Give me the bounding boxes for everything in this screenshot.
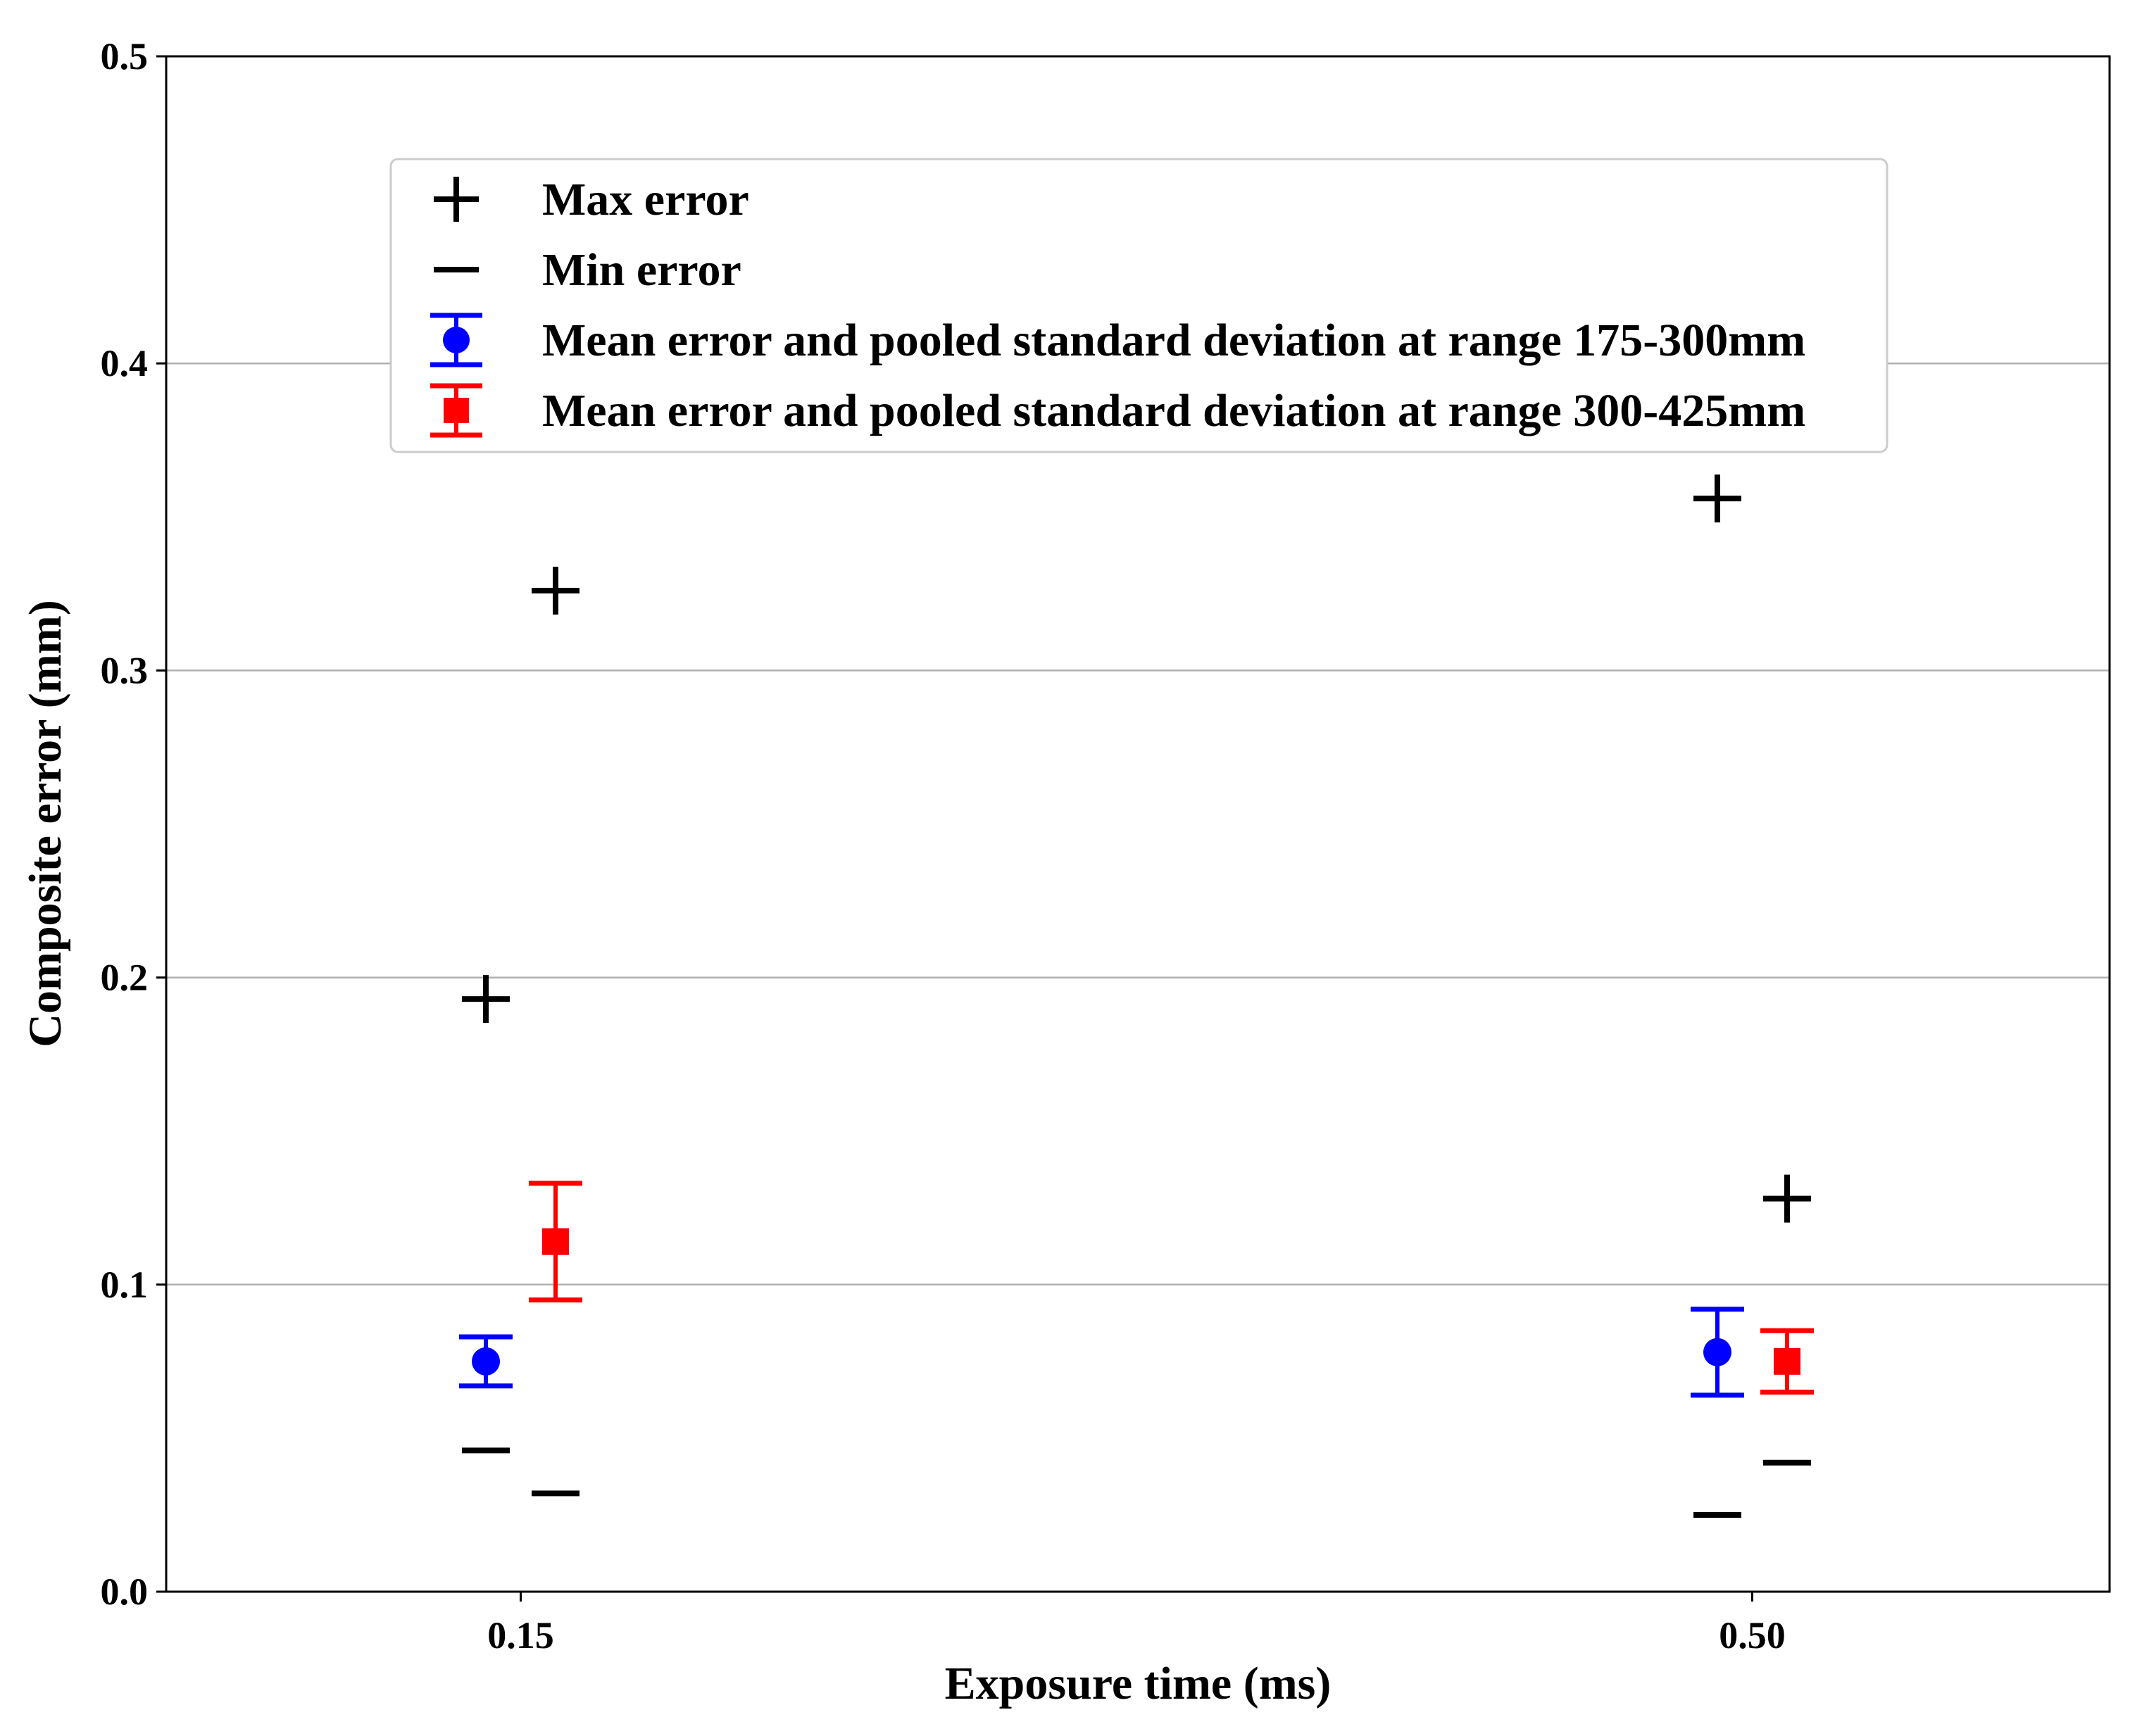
legend-entry: Mean error and pooled standard deviation… (430, 383, 1805, 438)
legend-entry: Max error (434, 174, 749, 225)
legend-label: Max error (542, 174, 749, 225)
y-tick-label: 0.2 (101, 957, 149, 999)
mean-error-175-300-marker-marker (1703, 1338, 1731, 1366)
legend-frame (389, 158, 1888, 453)
legend-square-errorbar-icon (430, 383, 482, 438)
legend: Max error Min error Mean error and pooled … (389, 158, 1888, 453)
legend-label: Mean error and pooled standard deviation… (542, 315, 1805, 366)
x-axis-ticks: 0.15 0.50 (487, 1592, 1786, 1656)
y-tick-label: 0.5 (101, 35, 149, 77)
mean-error-175-300-marker-marker (472, 1347, 500, 1376)
legend-plus-icon (434, 177, 479, 222)
plot-frame (165, 55, 2111, 1593)
legend-label: Min error (542, 244, 741, 296)
max-error-marker (532, 566, 580, 615)
legend-label: Mean error and pooled standard deviation… (542, 385, 1805, 436)
x-tick-label: 0.15 (487, 1614, 554, 1656)
mean-error-300-425-marker-marker (542, 1228, 569, 1255)
mean-error-175-300-marker (1691, 1307, 1744, 1398)
grid-lines (166, 362, 2110, 1286)
mean-error-300-425-marker (529, 1181, 582, 1303)
y-tick-label: 0.1 (101, 1264, 149, 1306)
y-tick-label: 0.0 (101, 1571, 149, 1613)
mean-error-175-300-marker (459, 1334, 513, 1389)
y-tick-label: 0.4 (101, 342, 149, 384)
x-axis-title: Exposure time (ms) (945, 1658, 1332, 1709)
max-error-marker (1693, 474, 1741, 523)
y-tick-label: 0.3 (101, 649, 149, 691)
legend-circle-errorbar-icon (430, 313, 482, 367)
legend-marker (444, 398, 469, 423)
max-error-marker (1763, 1174, 1811, 1223)
mean-error-300-425-marker-marker (1774, 1347, 1800, 1375)
max-error-marker (462, 975, 510, 1024)
y-axis-ticks: 0.0 0.1 0.2 0.3 0.4 0.5 (101, 35, 166, 1613)
legend-entry: Min error (434, 244, 741, 296)
legend-entry: Mean error and pooled standard deviation… (430, 313, 1805, 367)
y-axis-title: Composite error (mm) (20, 600, 71, 1047)
legend-marker (443, 327, 470, 353)
data-marks (459, 474, 1814, 1518)
x-tick-label: 0.50 (1719, 1614, 1786, 1656)
mean-error-300-425-marker (1760, 1328, 1814, 1395)
